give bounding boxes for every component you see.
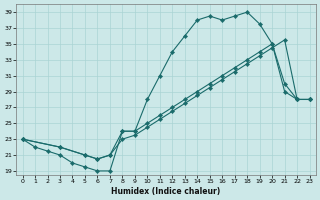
X-axis label: Humidex (Indice chaleur): Humidex (Indice chaleur)	[111, 187, 221, 196]
